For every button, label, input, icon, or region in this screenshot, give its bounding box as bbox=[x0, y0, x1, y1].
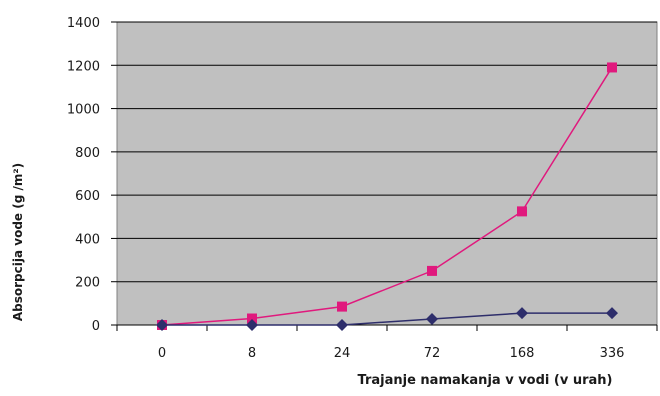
y-tick-label: 1400 bbox=[67, 16, 100, 31]
data-point bbox=[427, 265, 437, 276]
x-tick-label: 168 bbox=[510, 346, 535, 361]
data-point bbox=[247, 313, 257, 324]
x-tick-label: 24 bbox=[334, 346, 351, 361]
series-1 bbox=[156, 307, 618, 331]
plot-area bbox=[116, 21, 658, 326]
y-tick-label: 1000 bbox=[67, 103, 100, 118]
data-point bbox=[516, 307, 528, 320]
y-tick-label: 0 bbox=[92, 319, 100, 334]
y-tick-label: 400 bbox=[75, 232, 100, 247]
data-point bbox=[337, 301, 347, 312]
data-point bbox=[156, 319, 168, 331]
x-tick-label: 0 bbox=[158, 346, 166, 361]
data-point bbox=[517, 206, 527, 217]
x-tick-label: 72 bbox=[424, 346, 441, 361]
x-axis-title: Trajanje namakanja v vodi (v urah) bbox=[358, 373, 613, 388]
series-line bbox=[161, 67, 613, 326]
data-point bbox=[246, 319, 258, 331]
series-line bbox=[162, 312, 612, 326]
y-tick-label: 1200 bbox=[67, 59, 100, 74]
data-point bbox=[606, 307, 618, 320]
y-tick-label: 800 bbox=[75, 146, 100, 161]
data-point bbox=[336, 319, 348, 331]
x-tick-label: 8 bbox=[248, 346, 256, 361]
data-point bbox=[426, 312, 438, 325]
x-tick-label: 336 bbox=[600, 346, 625, 361]
y-tick-label: 200 bbox=[75, 276, 100, 291]
data-point bbox=[607, 62, 617, 73]
y-axis-title: Absorpcija vode (g /m²) bbox=[11, 163, 25, 321]
y-tick-label: 600 bbox=[75, 189, 100, 204]
